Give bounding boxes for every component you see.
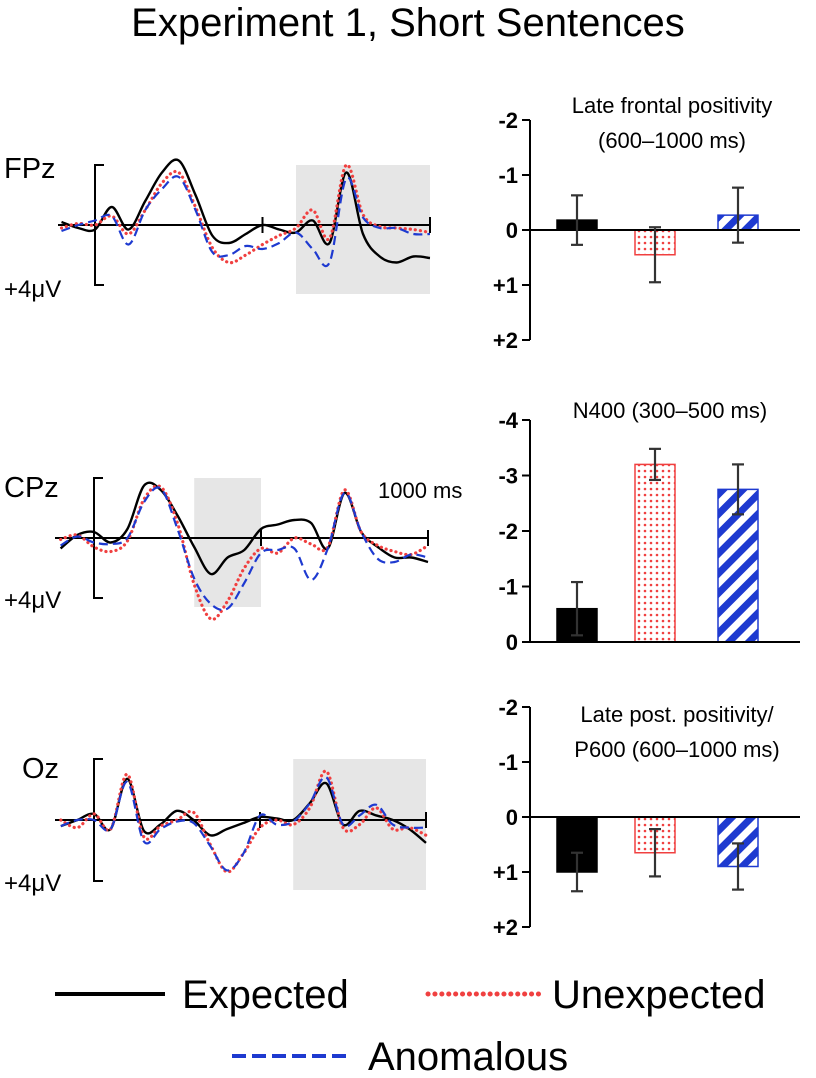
y-tick-label: -1 (498, 750, 518, 775)
error-bar-anomalous (732, 186, 744, 244)
bar-panel-title: Late post. positivity/ (580, 702, 774, 727)
y-tick-label: +2 (493, 915, 518, 940)
bar-panel-1: Late frontal positivity (600–1000 ms) -2 -1… (493, 93, 800, 353)
erp-line-anomalous (60, 486, 429, 612)
y-tick-label: 0 (506, 805, 518, 830)
erp-panel-fpz: FPz +4μV (4, 153, 432, 303)
bar-panel-3: Late post. positivity/P600 (600–1000 ms)… (493, 695, 800, 940)
erp-line-anomalous (61, 175, 431, 268)
y-tick-label: +1 (493, 273, 518, 298)
amplitude-label: +4μV (4, 870, 61, 897)
amplitude-label: +4μV (4, 587, 61, 614)
y-tick-label: -3 (498, 464, 518, 489)
electrode-label: CPz (4, 472, 59, 504)
y-tick-label: -4 (498, 408, 518, 433)
y-tick-label: +1 (493, 860, 518, 885)
legend-label-expected: Expected (182, 973, 349, 1017)
error-bar-unexpected (649, 447, 661, 482)
time-label: 1000 ms (378, 478, 462, 503)
error-bar-anomalous (732, 463, 744, 516)
error-bar-unexpected (649, 226, 661, 284)
error-bar-expected (571, 851, 583, 893)
erp-panels: FPz +4μV CPz +4μV 1000 ms Oz +4μV (4, 153, 462, 897)
y-tick-label: -2 (498, 695, 518, 720)
y-tick-label: -1 (498, 575, 518, 600)
electrode-label: FPz (4, 153, 56, 185)
erp-line-anomalous (60, 775, 427, 872)
y-tick-label: -2 (498, 519, 518, 544)
erp-panel-cpz: CPz +4μV 1000 ms (4, 472, 462, 621)
bar-panel-2: N400 (300–500 ms) -4 -3 -2 -1 0 (498, 398, 800, 655)
bar-unexpected (634, 463, 676, 643)
error-bar-unexpected (649, 827, 661, 878)
bar-panels: Late frontal positivity (600–1000 ms) -2 -1… (493, 93, 800, 940)
amplitude-label: +4μV (4, 276, 61, 303)
legend-label-unexpected: Unexpected (552, 973, 765, 1017)
y-tick-label: -1 (498, 163, 518, 188)
electrode-label: Oz (22, 753, 59, 785)
bar-panel-title: (600–1000 ms) (598, 128, 746, 153)
erp-line-unexpected (59, 163, 432, 265)
error-bar-anomalous (732, 842, 744, 891)
y-tick-label: 0 (506, 218, 518, 243)
error-bar-expected (571, 580, 583, 637)
erp-line-unexpected (59, 769, 428, 874)
bar-panel-title: Late frontal positivity (572, 93, 773, 118)
bar-panel-title: P600 (600–1000 ms) (574, 737, 779, 762)
legend-label-anomalous: Anomalous (368, 1035, 568, 1078)
erp-panel-oz: Oz +4μV (4, 753, 428, 897)
bar-panel-title: N400 (300–500 ms) (573, 398, 767, 423)
erp-line-expected (59, 481, 429, 576)
y-tick-label: 0 (506, 630, 518, 655)
figure-title: Experiment 1, Short Sentences (131, 1, 685, 45)
legend: Expected Unexpected Anomalous (55, 973, 765, 1078)
y-tick-label: +2 (493, 328, 518, 353)
erp-line-expected (61, 158, 431, 264)
error-bar-expected (571, 194, 583, 246)
y-tick-label: -2 (498, 108, 518, 133)
